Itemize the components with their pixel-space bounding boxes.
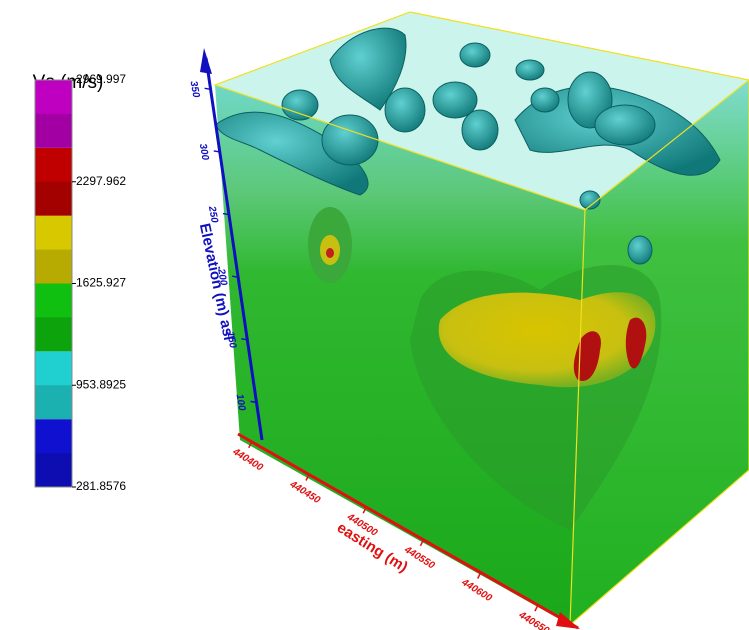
colorbar-band-shade: [35, 385, 72, 419]
z-tick: [214, 151, 220, 152]
volume-render: [215, 12, 749, 625]
colorbar-tick-label: 1625.927: [76, 276, 126, 290]
chart: Vs (m/s) 281.8576953.89251625.9272297.96…: [0, 0, 749, 630]
colorbar-band-shade: [35, 453, 72, 487]
colorbar-band-shade: [35, 317, 72, 351]
z-axis-arrow: [200, 48, 212, 74]
x-tick-label: 440650: [516, 609, 551, 630]
z-tick-label: 300: [197, 143, 211, 162]
z-tick: [205, 88, 211, 89]
z-tick: [232, 276, 238, 277]
z-tick-label: 350: [188, 80, 202, 99]
anomaly: [326, 248, 334, 258]
colorbar-band-shade: [35, 114, 72, 148]
z-tick: [250, 401, 256, 402]
colorbar-tick-label: 2969.997: [76, 72, 126, 86]
x-tick-label: 440600: [459, 577, 494, 605]
colorbar-band-shade: [35, 182, 72, 216]
z-tick-label: 100: [233, 393, 247, 412]
colorbar-band-shade: [35, 250, 72, 284]
z-tick: [223, 214, 229, 215]
colorbar-tick-label: 2297.962: [76, 174, 126, 188]
colorbar-tick-label: 281.8576: [76, 479, 126, 493]
colorbar-tick-label: 953.8925: [76, 377, 126, 391]
z-tick: [241, 339, 247, 340]
